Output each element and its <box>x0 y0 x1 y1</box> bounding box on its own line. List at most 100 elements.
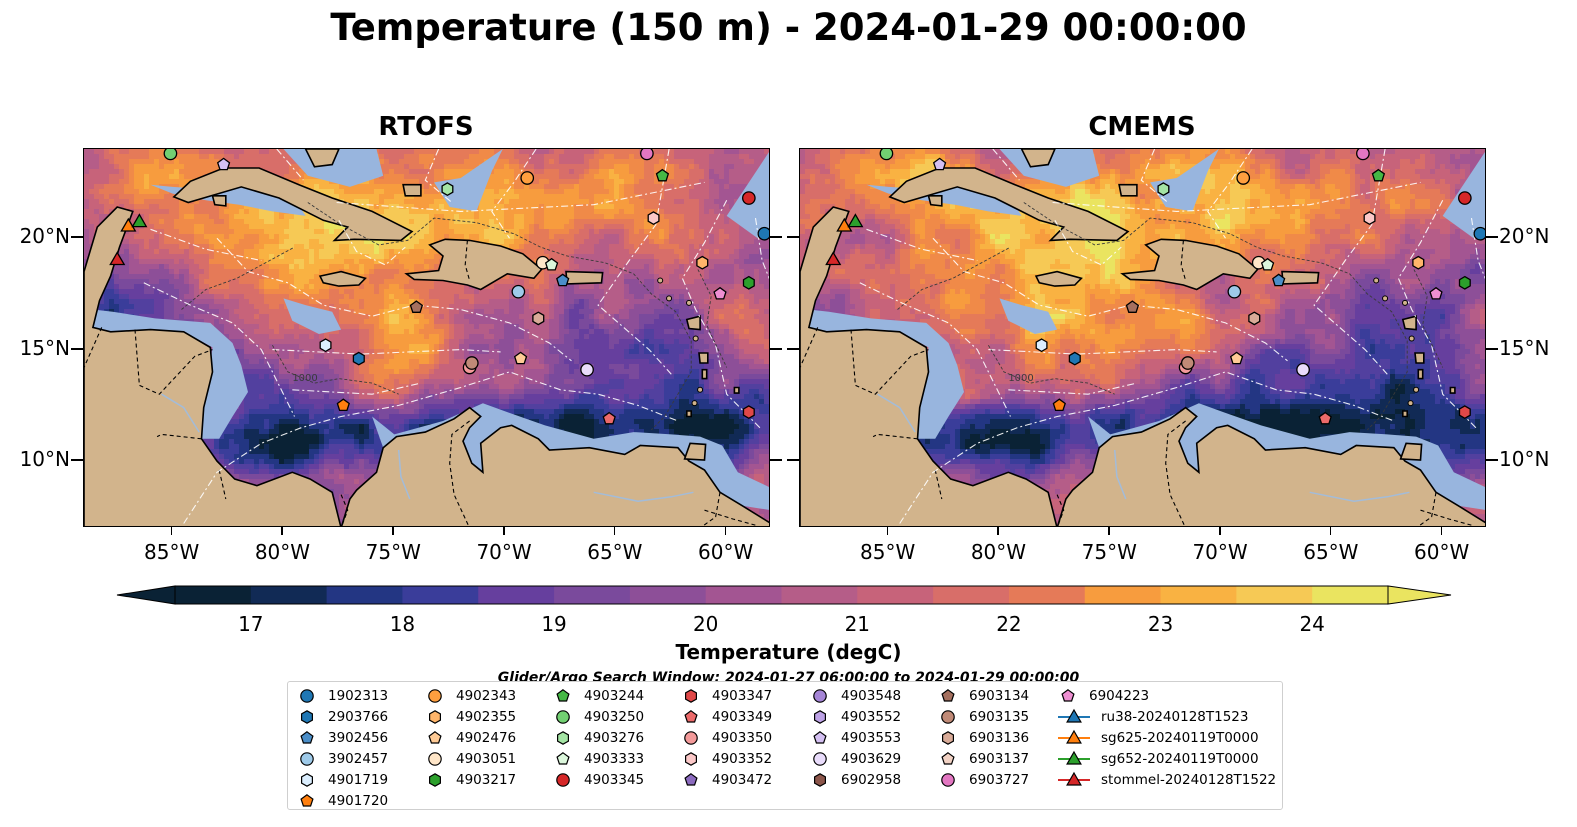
marker-4903347[interactable] <box>742 405 755 420</box>
lat-tick-right: 20°N <box>1499 224 1549 248</box>
marker-2903766[interactable] <box>352 351 365 366</box>
marker-4903333[interactable] <box>544 257 559 271</box>
legend-item: 4903347 <box>680 686 772 706</box>
legend-marker-icon <box>684 752 697 766</box>
legend-label: 4903345 <box>584 772 644 788</box>
marker-4902343[interactable] <box>1236 171 1251 185</box>
marker-4903217[interactable] <box>742 275 755 290</box>
lat-tick-left: 15°N <box>10 336 70 360</box>
marker-4902476[interactable] <box>513 351 528 365</box>
marker-3902457[interactable] <box>1227 284 1242 299</box>
marker-4903345[interactable] <box>741 191 756 205</box>
marker-6904223[interactable] <box>1429 286 1443 300</box>
colorbar-bin <box>402 586 479 604</box>
marker-4903349[interactable] <box>602 411 616 425</box>
lon-tickmark <box>392 526 394 535</box>
legend-label: 6903134 <box>969 688 1029 704</box>
marker-1902313[interactable] <box>1473 226 1486 241</box>
legend-item: sg625-20240119T0000 <box>1057 728 1259 748</box>
lon-tickmark <box>886 526 889 535</box>
marker-4903345[interactable] <box>1457 191 1472 205</box>
marker-sg652-20240119T0000[interactable] <box>131 213 148 228</box>
legend-item: 6904223 <box>1057 686 1149 706</box>
lon-tick-left: 85°W <box>138 540 206 564</box>
marker-4903333[interactable] <box>1260 257 1275 271</box>
marker-4903276[interactable] <box>441 182 454 197</box>
marker-3902457[interactable] <box>511 284 526 299</box>
colorbar-bin <box>478 586 555 604</box>
marker-4901720[interactable] <box>336 398 350 412</box>
marker-sg625-20240119T0000[interactable] <box>120 217 137 232</box>
marker-4903352[interactable] <box>647 211 660 226</box>
legend-label: 4903276 <box>584 730 644 746</box>
marker-4902355[interactable] <box>696 255 709 270</box>
marker-3902456[interactable] <box>556 273 570 287</box>
legend-label: sg652-20240119T0000 <box>1101 751 1259 767</box>
marker-4903217[interactable] <box>1458 275 1471 290</box>
lat-tick-left: 20°N <box>10 224 70 248</box>
marker-6903135[interactable] <box>464 356 479 370</box>
lon-tick-right: 75°W <box>1075 540 1143 564</box>
legend-label: 4903349 <box>712 709 772 725</box>
marker-4903244[interactable] <box>655 168 670 182</box>
marker-4901720[interactable] <box>1052 398 1066 412</box>
marker-ru38-20240128T1523[interactable] <box>825 251 842 266</box>
marker-4903250[interactable] <box>879 149 894 161</box>
marker-sg652-20240119T0000[interactable] <box>847 213 864 228</box>
lon-tickmark <box>503 526 505 535</box>
marker-ru38-20240128T1523[interactable] <box>109 251 126 266</box>
float-markers[interactable] <box>825 149 1486 425</box>
legend-marker-icon <box>300 794 314 807</box>
legend-item: 4903244 <box>552 686 644 706</box>
marker-4902343[interactable] <box>520 171 535 185</box>
legend-marker-icon <box>684 710 698 723</box>
marker-4903553[interactable] <box>216 157 231 171</box>
marker-4901719[interactable] <box>319 338 332 353</box>
marker-6903134[interactable] <box>409 300 424 313</box>
marker-6903727[interactable] <box>1356 149 1370 161</box>
marker-sg625-20240119T0000[interactable] <box>836 217 853 232</box>
marker-6903136[interactable] <box>532 311 545 326</box>
marker-4903352[interactable] <box>1363 211 1376 226</box>
lon-tickmark <box>1329 526 1332 535</box>
map-cmems[interactable]: 1000 <box>799 148 1486 527</box>
marker-4903629[interactable] <box>1296 362 1310 377</box>
legend-label: 4903472 <box>712 772 772 788</box>
colorbar-tick-label: 22 <box>979 612 1039 636</box>
legend-item: 6903136 <box>937 728 1029 748</box>
lat-tick-right: 15°N <box>1499 336 1549 360</box>
marker-6903134[interactable] <box>1125 300 1140 313</box>
marker-4903347[interactable] <box>1458 405 1471 420</box>
marker-2903766[interactable] <box>1068 351 1081 366</box>
marker-4903276[interactable] <box>1157 182 1170 197</box>
legend-item: 2903766 <box>296 707 388 727</box>
legend-label: 4902343 <box>456 688 516 704</box>
marker-4902476[interactable] <box>1229 351 1244 365</box>
marker-4902355[interactable] <box>1412 255 1425 270</box>
marker-6903136[interactable] <box>1248 311 1261 326</box>
legend-marker-icon <box>428 773 441 787</box>
marker-1902313[interactable] <box>757 226 770 241</box>
legend-marker-icon <box>556 731 569 745</box>
marker-4903250[interactable] <box>163 149 178 161</box>
marker-4903553[interactable] <box>932 157 947 171</box>
float-markers[interactable] <box>109 149 770 425</box>
map-rtofs[interactable]: 1000 <box>83 148 770 527</box>
legend-label: ru38-20240128T1523 <box>1101 709 1248 725</box>
colorbar-bin <box>1160 586 1237 604</box>
marker-6904223[interactable] <box>713 286 727 300</box>
legend-label: 4903051 <box>456 751 516 767</box>
marker-6903727[interactable] <box>640 149 654 161</box>
marker-6903135[interactable] <box>1180 356 1195 370</box>
legend-item: 4903552 <box>809 707 901 727</box>
colorbar <box>116 585 1452 605</box>
lon-tick-left: 75°W <box>359 540 427 564</box>
legend-label: 1902313 <box>328 688 388 704</box>
marker-4903629[interactable] <box>580 362 594 377</box>
marker-4901719[interactable] <box>1035 338 1048 353</box>
legend-label: 4903217 <box>456 772 516 788</box>
lat-tick-left: 10°N <box>10 447 70 471</box>
marker-4903244[interactable] <box>1371 168 1386 182</box>
marker-3902456[interactable] <box>1272 273 1286 287</box>
marker-4903349[interactable] <box>1318 411 1332 425</box>
